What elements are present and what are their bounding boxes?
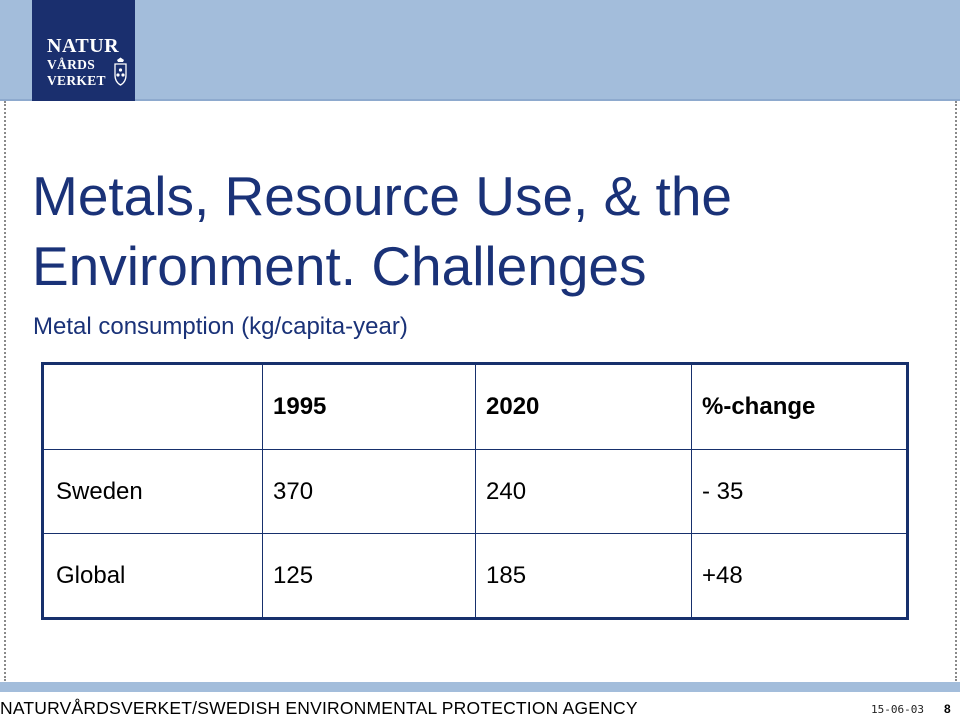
page-number: 8 xyxy=(944,702,951,716)
row-label: Sweden xyxy=(42,449,263,534)
table-cell: 125 xyxy=(262,533,476,619)
coat-of-arms-icon xyxy=(114,57,127,86)
logo-line-2: VÅRDS xyxy=(47,57,96,72)
header-cell-blank xyxy=(42,363,263,450)
table-cell: 185 xyxy=(475,533,692,619)
table-cell: 370 xyxy=(262,449,476,534)
left-dotted-border xyxy=(4,101,6,681)
slide-subtitle: Metal consumption (kg/capita-year) xyxy=(33,313,408,340)
metal-consumption-table: 1995 2020 %-change Sweden 370 240 - 35 G… xyxy=(41,362,909,620)
right-dotted-border xyxy=(955,101,957,681)
slide-title: Metals, Resource Use, & the Environment.… xyxy=(32,165,733,297)
row-label: Global xyxy=(42,533,263,619)
table-cell: - 35 xyxy=(691,449,908,534)
header-cell-1995: 1995 xyxy=(262,363,476,450)
footer-agency-name: NATURVÅRDSVERKET/SWEDISH ENVIRONMENTAL P… xyxy=(0,698,638,718)
agency-logo: NATUR VÅRDS VERKET xyxy=(32,0,135,101)
footer-band xyxy=(0,682,960,692)
table-cell: +48 xyxy=(691,533,908,619)
header-cell-change: %-change xyxy=(691,363,908,450)
header-cell-2020: 2020 xyxy=(475,363,692,450)
logo-line-3: VERKET xyxy=(47,73,106,88)
table-row-sweden: Sweden 370 240 - 35 xyxy=(42,449,908,534)
logo-line-1: NATUR xyxy=(47,35,120,57)
table-row-global: Global 125 185 +48 xyxy=(42,533,908,619)
header-band xyxy=(0,0,960,101)
footer-date: 15-06-03 xyxy=(871,703,924,716)
table-header-row: 1995 2020 %-change xyxy=(42,363,908,450)
table-cell: 240 xyxy=(475,449,692,534)
